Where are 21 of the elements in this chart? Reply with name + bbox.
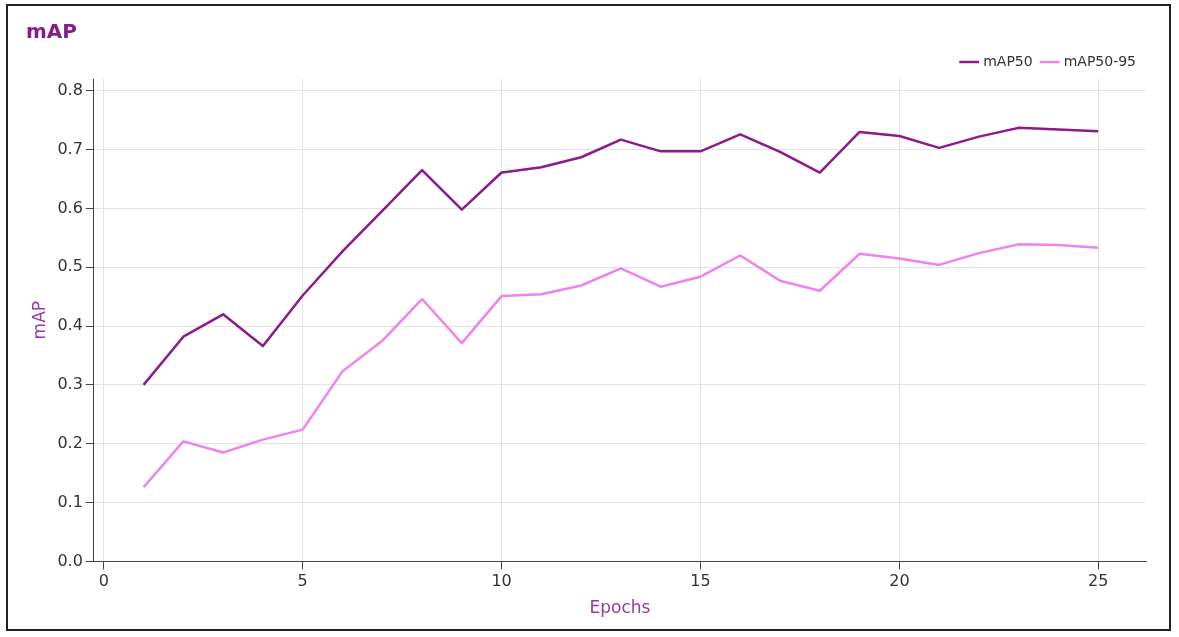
y-tick-label: 0.2 — [57, 432, 83, 452]
x-tick-label: 0 — [98, 571, 109, 591]
y-tick-label: 0.5 — [57, 256, 83, 276]
legend-label: mAP50-95 — [1063, 52, 1137, 69]
picture-frame: Epochs mAP mAP50 mAP50-95 mAP 0 5 10 15 20 25 0.0 0.1 0.2 0.3 0.4 0.5 0.6 0.7 0.8 — [6, 4, 1171, 631]
x-axis-title: Epochs — [589, 597, 651, 618]
x-tick-label: 20 — [889, 571, 910, 591]
x-tick-label: 10 — [491, 571, 512, 591]
y-axis-title: mAP — [28, 300, 49, 340]
y-tick-label: 0.1 — [57, 491, 83, 511]
y-tick-label: 0.3 — [57, 374, 83, 394]
legend-label: mAP50 — [983, 52, 1033, 69]
x-tick-label: 15 — [690, 571, 711, 591]
y-tick-label: 0.0 — [57, 550, 83, 570]
x-tick-label: 25 — [1088, 571, 1109, 591]
y-tick-label: 0.8 — [57, 79, 83, 99]
x-tick-label: 5 — [297, 571, 308, 591]
y-tick-label: 0.7 — [57, 138, 83, 158]
chart-title: mAP — [26, 19, 77, 44]
y-tick-label: 0.6 — [57, 197, 83, 217]
y-tick-label: 0.4 — [57, 315, 83, 335]
